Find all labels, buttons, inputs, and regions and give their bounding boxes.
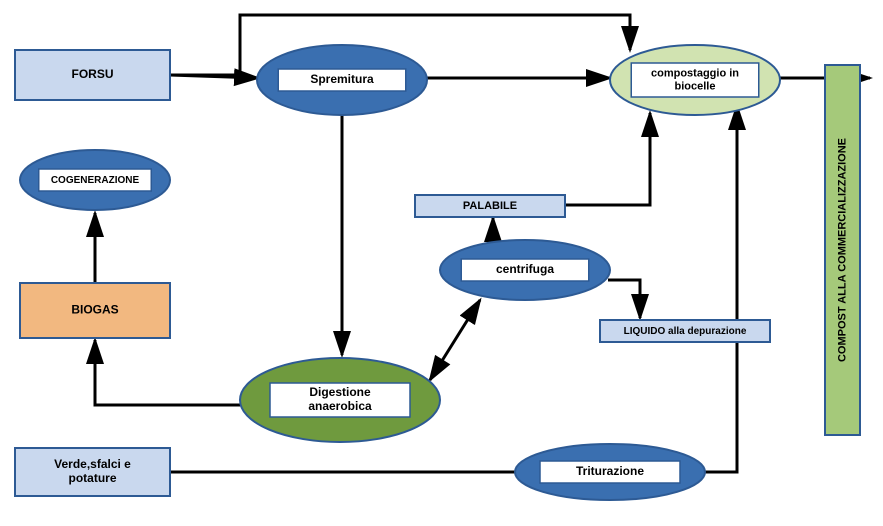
edge-triturazione-compostaggio — [705, 106, 737, 472]
svg-text:Triturazione: Triturazione — [576, 464, 644, 478]
edge-centrifuga-liquido — [608, 280, 640, 318]
svg-text:LIQUIDO alla depurazione: LIQUIDO alla depurazione — [624, 326, 747, 337]
node-spremitura: Spremitura — [257, 45, 427, 115]
node-biogas: BIOGAS — [20, 283, 170, 338]
svg-text:centrifuga: centrifuga — [496, 262, 554, 276]
svg-text:Digestioneanaerobica: Digestioneanaerobica — [308, 385, 372, 413]
flow-diagram: FORSU BIOGAS Verde,sfalci epotature COGENER… — [0, 0, 883, 526]
node-digestione: Digestioneanaerobica — [240, 358, 440, 442]
edge-digestione-centrifuga — [430, 300, 480, 380]
node-compostaggio: compostaggio inbiocelle — [610, 45, 780, 115]
node-palabile: PALABILE — [415, 195, 565, 217]
label-compost: COMPOST ALLA COMMERCIALIZZAZIONE — [836, 138, 848, 362]
node-compost: COMPOST ALLA COMMERCIALIZZAZIONE — [825, 65, 860, 435]
node-triturazione: Triturazione — [515, 444, 705, 500]
svg-text:COGENERAZIONE: COGENERAZIONE — [51, 175, 140, 186]
svg-text:Spremitura: Spremitura — [310, 72, 374, 86]
svg-text:PALABILE: PALABILE — [463, 200, 517, 212]
svg-text:FORSU: FORSU — [72, 67, 114, 81]
node-liquido: LIQUIDO alla depurazione — [600, 320, 770, 342]
edge-digestione-biogas — [95, 340, 243, 405]
node-verde: Verde,sfalci epotature — [15, 448, 170, 496]
node-forsu: FORSU — [15, 50, 170, 100]
edge-forsu — [170, 75, 258, 78]
svg-text:BIOGAS: BIOGAS — [71, 303, 118, 317]
node-centrifuga: centrifuga — [440, 240, 610, 300]
edge-palabile-compostaggio — [565, 113, 650, 205]
node-cogen: COGENERAZIONE — [20, 150, 170, 210]
